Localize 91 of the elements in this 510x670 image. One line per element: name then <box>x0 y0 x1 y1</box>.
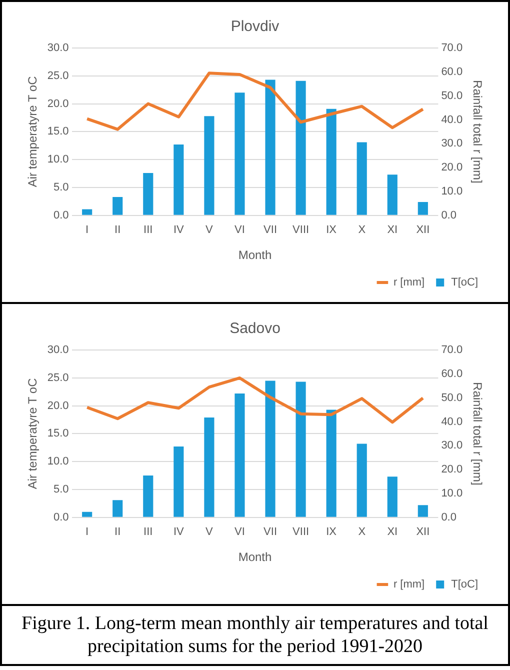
y2-tick-label: 30.0 <box>441 138 463 150</box>
y-tick-label: 10.0 <box>47 154 69 166</box>
y2-tick-label: 60.0 <box>441 66 463 78</box>
bar <box>418 505 428 517</box>
bar <box>265 80 276 215</box>
y-tick-label: 0.0 <box>54 511 69 524</box>
y2-tick-label: 70.0 <box>441 344 463 356</box>
bar <box>326 410 336 517</box>
bar <box>143 172 154 215</box>
x-tick-label: VII <box>264 224 277 236</box>
y2-tick-label: 10.0 <box>441 488 463 500</box>
x-tick-label: IX <box>326 526 338 538</box>
legend-label: r [mm] <box>393 276 425 289</box>
x-tick-label: I <box>86 526 89 538</box>
bar <box>356 142 367 215</box>
y2-tick-label: 20.0 <box>441 464 463 476</box>
bar <box>174 144 184 215</box>
y2-tick-label: 50.0 <box>441 392 463 404</box>
bar <box>112 196 123 215</box>
x-tick-label: VII <box>264 526 277 538</box>
x-tick-label: V <box>206 526 214 538</box>
x-tick-label: VI <box>234 526 245 538</box>
x-tick-label: IX <box>326 224 338 236</box>
y-tick-label: 10.0 <box>47 456 69 468</box>
bar <box>387 174 398 215</box>
x-tick-label: XII <box>416 526 430 538</box>
y-axis-title: Air temperatyre T oC <box>26 378 40 490</box>
x-tick-label: X <box>358 526 366 538</box>
bar <box>82 512 92 517</box>
x-axis-title: Month <box>238 248 272 262</box>
y-tick-label: 20.0 <box>47 400 69 412</box>
x-tick-label: X <box>358 224 366 236</box>
y2-tick-label: 60.0 <box>441 368 463 380</box>
bar <box>265 380 276 517</box>
bar <box>356 444 367 517</box>
chart-title: Plovdiv <box>230 18 280 36</box>
y-tick-label: 15.0 <box>47 126 69 138</box>
bar <box>387 476 398 517</box>
x-tick-label: I <box>86 224 89 236</box>
x-tick-label: II <box>114 224 121 236</box>
y2-tick-label: 40.0 <box>441 114 463 126</box>
y2-tick-label: 0.0 <box>441 209 456 222</box>
y-tick-label: 25.0 <box>47 70 69 82</box>
y2-tick-label: 40.0 <box>441 416 463 428</box>
x-tick-label: VIII <box>292 526 310 538</box>
x-tick-label: III <box>144 224 153 236</box>
bar <box>234 92 245 215</box>
x-tick-label: XII <box>416 224 430 236</box>
y-tick-label: 15.0 <box>47 428 69 440</box>
x-tick-label: XI <box>387 224 398 236</box>
legend-label: T[oC] <box>451 578 478 591</box>
bar <box>204 418 214 517</box>
x-tick-label: VIII <box>292 224 310 236</box>
y-tick-label: 5.0 <box>54 484 69 496</box>
x-tick-label: VI <box>234 224 245 236</box>
x-tick-label: XI <box>387 526 398 538</box>
y2-axis-title: Rainfall total r [mm] <box>470 382 484 486</box>
y-axis-title: Air temperatyre T oC <box>26 76 40 188</box>
bar <box>326 108 336 215</box>
y2-tick-label: 20.0 <box>441 162 463 174</box>
y2-tick-label: 50.0 <box>441 90 463 102</box>
bar <box>296 80 306 215</box>
bar <box>174 446 184 517</box>
y-tick-label: 0.0 <box>54 209 69 222</box>
y-tick-label: 30.0 <box>47 42 69 54</box>
x-tick-label: III <box>144 526 153 538</box>
x-tick-label: IV <box>173 526 185 538</box>
x-tick-label: V <box>206 224 214 236</box>
bar <box>112 500 123 517</box>
bar <box>234 394 245 517</box>
y-tick-label: 25.0 <box>47 372 69 384</box>
legend-label: r [mm] <box>393 578 425 591</box>
y2-tick-label: 30.0 <box>441 440 463 452</box>
y-tick-label: 20.0 <box>47 98 69 110</box>
x-tick-label: IV <box>173 224 185 236</box>
bar <box>82 209 92 215</box>
bar <box>143 476 154 517</box>
y2-tick-label: 0.0 <box>441 511 456 524</box>
x-tick-label: II <box>114 526 121 538</box>
bar <box>296 382 306 517</box>
chart-title: Sadovo <box>230 320 280 338</box>
bar <box>418 202 428 215</box>
y-tick-label: 30.0 <box>47 344 69 356</box>
y2-tick-label: 70.0 <box>441 42 463 54</box>
x-axis-title: Month <box>238 550 272 564</box>
caption: Figure 1. Long-term mean monthly air temperatures and total precipitation sums for the period 1991-2020 <box>20 612 490 659</box>
y-tick-label: 5.0 <box>54 182 69 194</box>
legend-label: T[oC] <box>451 276 478 289</box>
y2-axis-title: Rainfall total r [mm] <box>470 80 484 184</box>
bar <box>204 116 214 215</box>
y2-tick-label: 10.0 <box>441 186 463 198</box>
